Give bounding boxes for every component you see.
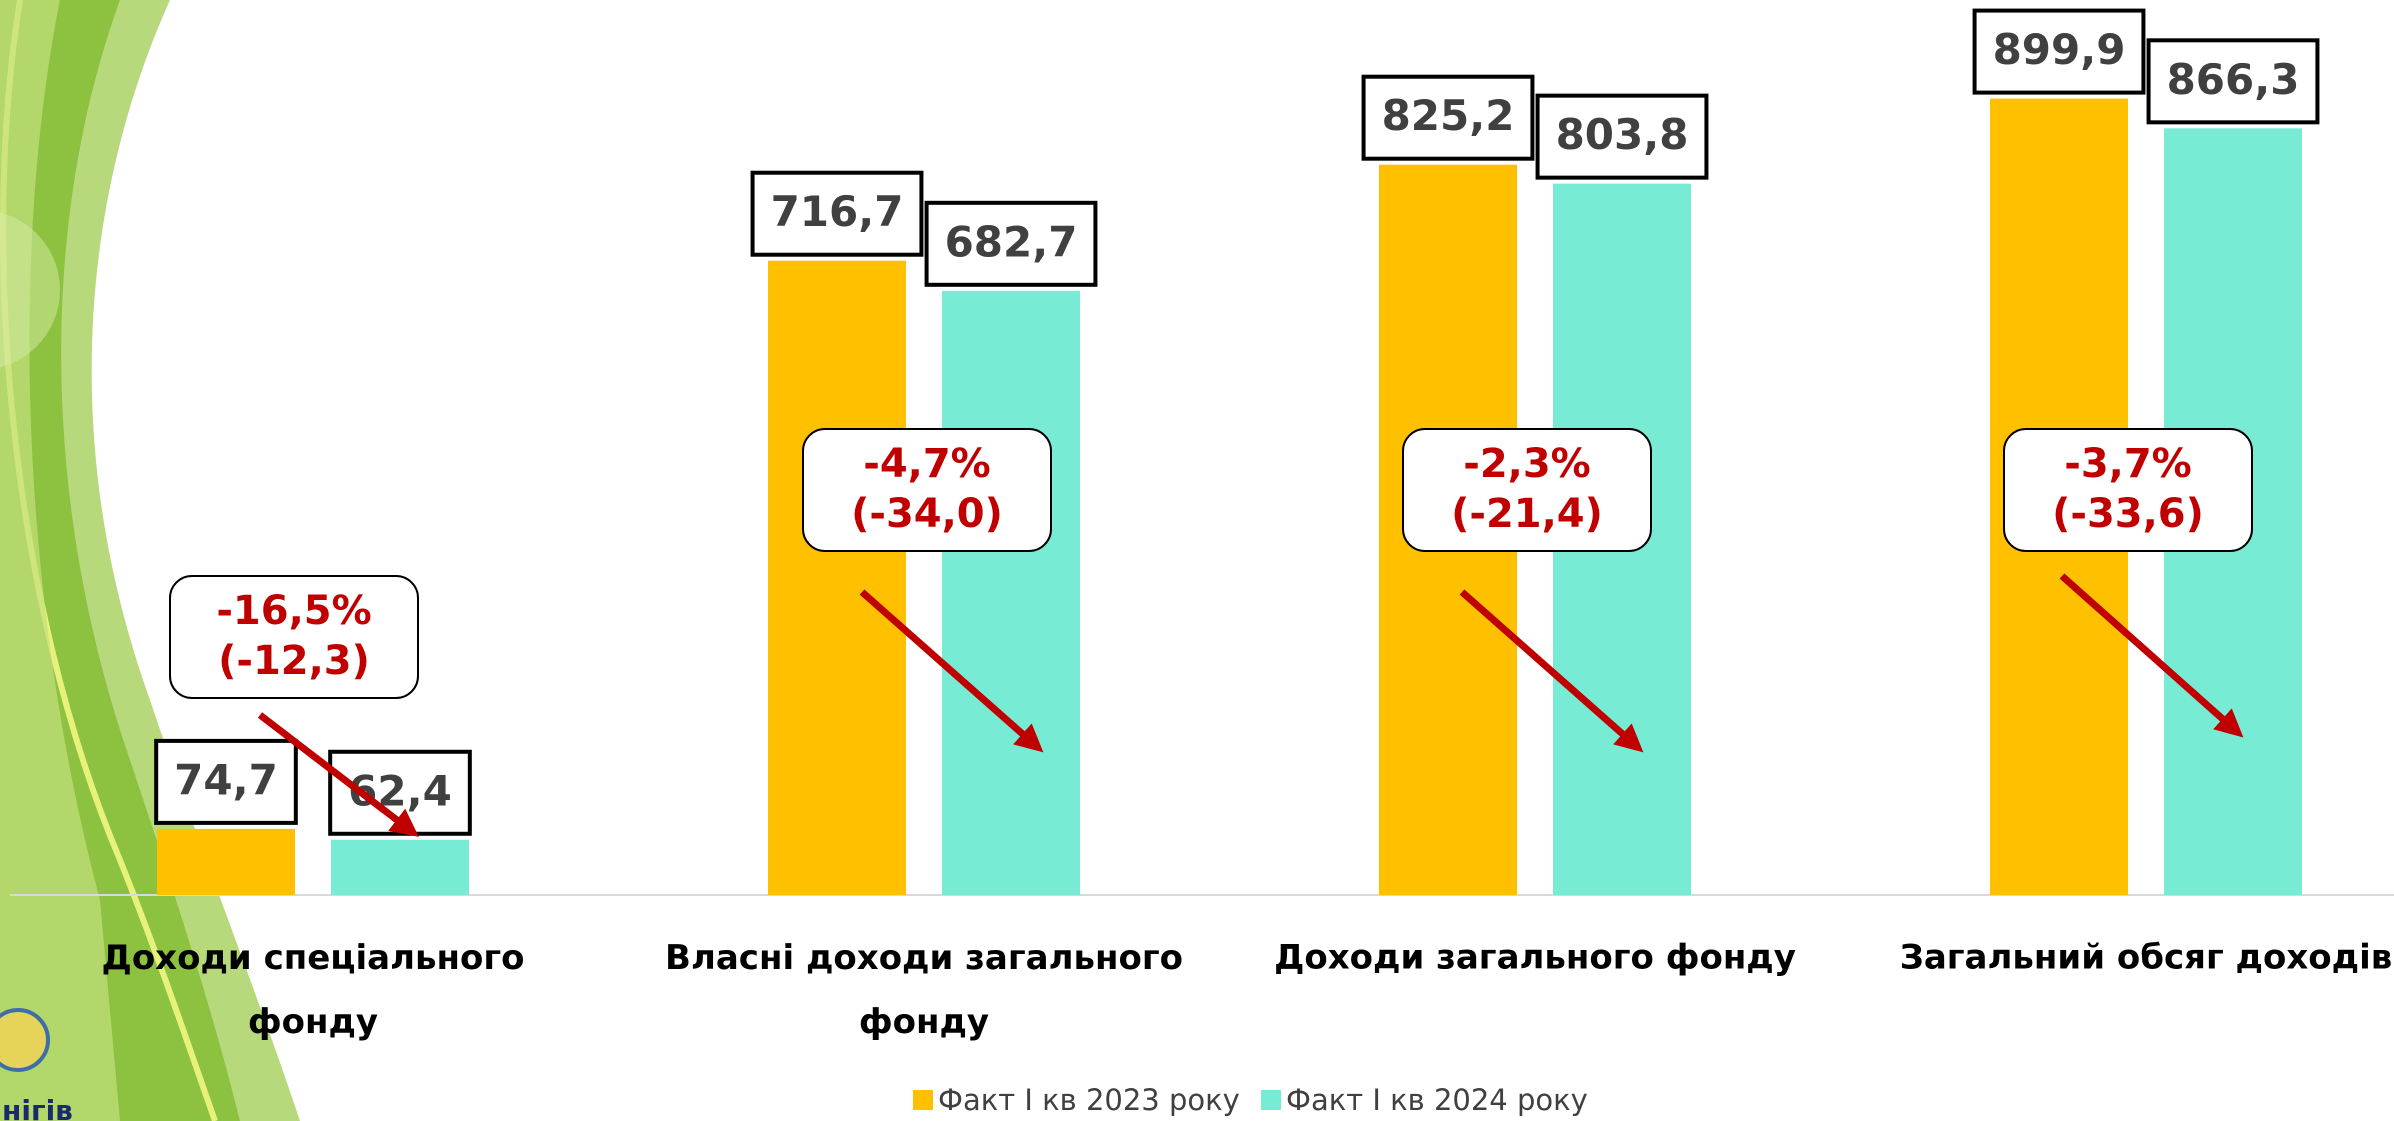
annotation-percent: -4,7%: [863, 441, 991, 487]
bar: [942, 290, 1080, 895]
value-label: 899,9: [1972, 8, 2146, 95]
x-tick-label: Доходи загального фонду: [1274, 938, 1796, 978]
trend-arrow: [859, 589, 1044, 753]
legend-swatch: [1261, 1090, 1281, 1110]
value-label-box: [1361, 74, 1535, 161]
value-label: 825,2: [1361, 74, 1535, 161]
annotation-delta: (-12,3): [218, 638, 370, 684]
x-tick-label: Власні доходи загального фонду: [665, 938, 1183, 1042]
value-label: 866,3: [2146, 38, 2320, 125]
value-label-box: [750, 170, 924, 257]
annotation-percent: -3,7%: [2064, 441, 2192, 487]
annotation-delta: (-33,6): [2052, 491, 2204, 537]
value-label-text: 682,7: [945, 217, 1078, 266]
value-label-text: 899,9: [1993, 25, 2126, 74]
annotation-delta: (-21,4): [1451, 491, 1603, 537]
x-tick-label: Загальний обсяг доходів: [1900, 938, 2393, 978]
value-label-box: [924, 200, 1098, 287]
value-label-box: [1972, 8, 2146, 95]
value-label-box: [1535, 93, 1709, 180]
change-annotation: -3,7%(-33,6): [2003, 428, 2253, 552]
value-label-text: 62,4: [348, 766, 452, 815]
value-label-box: [154, 738, 298, 825]
annotation-percent: -2,3%: [1463, 441, 1591, 487]
bar: [331, 839, 469, 895]
trend-arrow: [1459, 589, 1644, 753]
annotation-box: [1402, 428, 1652, 552]
x-tick-label: Доходи спеціального фонду: [102, 938, 525, 1042]
background-decoration: [0, 0, 300, 1121]
value-label-text: 866,3: [2167, 55, 2300, 104]
trend-arrow: [257, 712, 419, 837]
legend-swatch: [913, 1090, 933, 1110]
bar: [157, 828, 295, 895]
annotation-delta: (-34,0): [851, 491, 1003, 537]
annotation-box: [2003, 428, 2253, 552]
change-annotation: -4,7%(-34,0): [802, 428, 1052, 552]
value-label-box: [2146, 38, 2320, 125]
trend-arrow: [2059, 573, 2244, 738]
annotation-box: [802, 428, 1052, 552]
value-label: 682,7: [924, 200, 1098, 287]
value-label-text: 716,7: [771, 187, 904, 236]
value-label: 803,8: [1535, 93, 1709, 180]
bar: [768, 260, 906, 896]
value-label: 74,7: [154, 738, 298, 825]
annotation-box: [169, 575, 419, 699]
value-label-text: 803,8: [1556, 110, 1689, 159]
value-label-text: 825,2: [1382, 91, 1515, 140]
legend-label: Факт І кв 2023 року: [938, 1083, 1240, 1117]
change-annotation: -16,5%(-12,3): [169, 575, 419, 699]
value-label: 716,7: [750, 170, 924, 257]
value-label-text: 74,7: [174, 755, 278, 804]
annotation-percent: -16,5%: [216, 588, 371, 634]
logo-text: нігів: [2, 1094, 73, 1121]
change-annotation: -2,3%(-21,4): [1402, 428, 1652, 552]
legend-label: Факт І кв 2024 року: [1286, 1083, 1588, 1117]
